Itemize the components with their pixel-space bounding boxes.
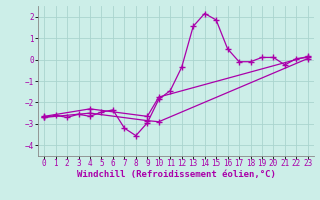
X-axis label: Windchill (Refroidissement éolien,°C): Windchill (Refroidissement éolien,°C) [76, 170, 276, 179]
